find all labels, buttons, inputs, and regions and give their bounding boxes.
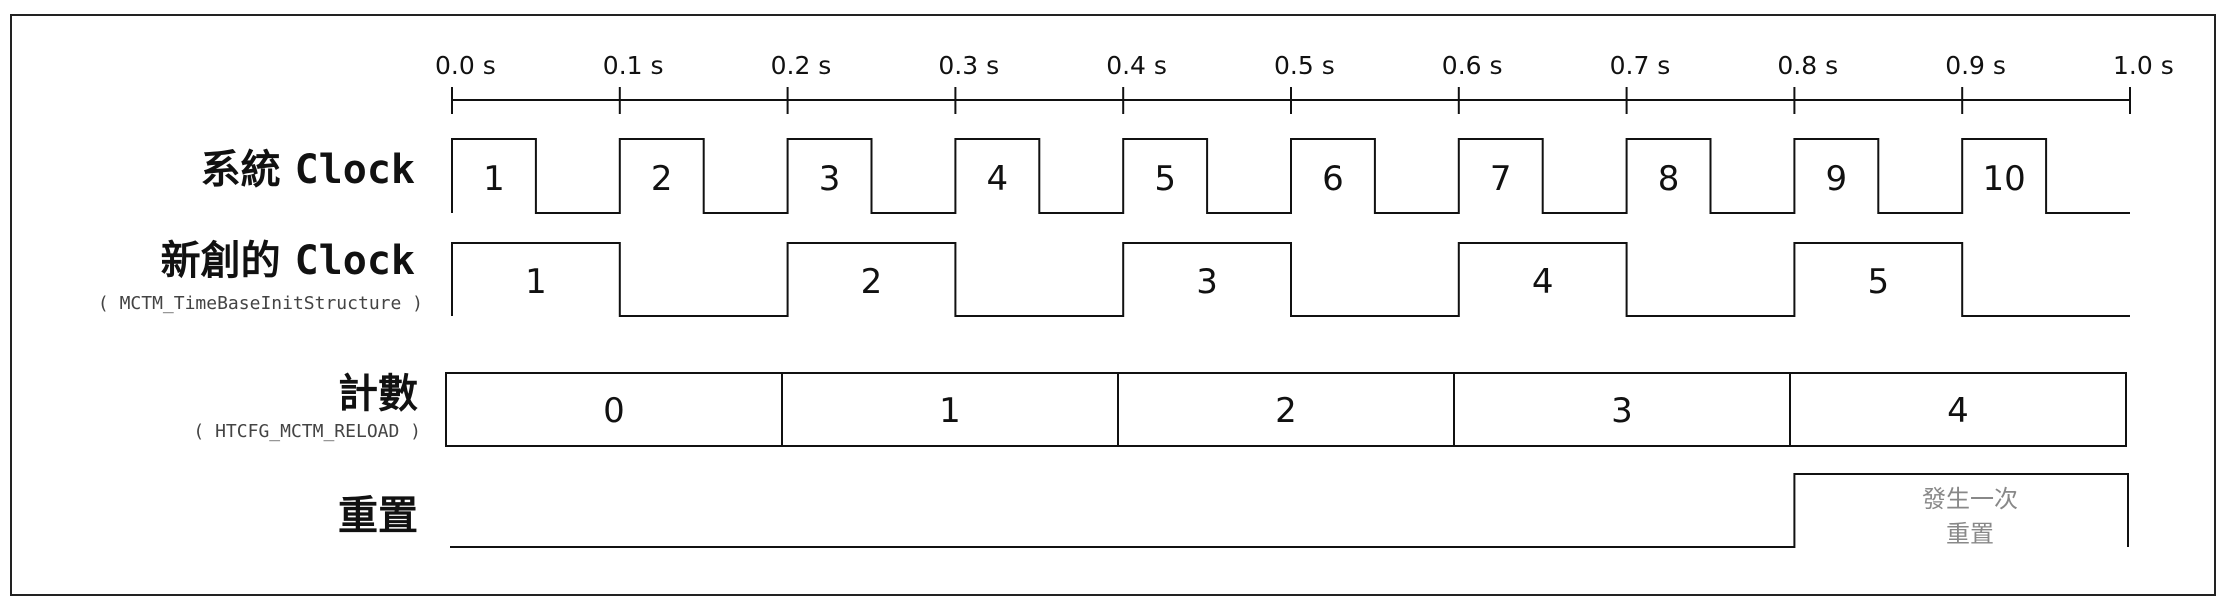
counter-sublabel: ( HTCFG_MCTM_RELOAD ) xyxy=(193,421,421,442)
new-clock-pulse-labels: 1 2 3 4 5 xyxy=(525,262,1889,302)
new-clock-sublabel: ( MCTM_TimeBaseInitStructure ) xyxy=(98,293,423,314)
system-clock-waveform xyxy=(451,138,2130,214)
reset-note-line1: 發生一次 xyxy=(1922,485,2018,513)
counter-segment-value: 1 xyxy=(939,391,961,431)
reset-note-line2: 重置 xyxy=(1946,520,1994,548)
counter-signal: 計數 ( HTCFG_MCTM_RELOAD ) 0 1 2 3 4 xyxy=(193,371,2127,447)
new-clock-pulse-label: 1 xyxy=(525,262,547,302)
system-clock-pulse-label: 9 xyxy=(1826,159,1848,199)
tick-label: 0.1 s xyxy=(603,51,664,80)
counter-segment-value: 4 xyxy=(1947,391,1969,431)
tick-label: 0.8 s xyxy=(1777,51,1838,80)
new-clock-pulse-label: 3 xyxy=(1196,262,1218,302)
system-clock-pulse-label: 2 xyxy=(651,159,673,199)
system-clock-signal: 系統 Clock 1 2 3 4 5 6 7 8 9 10 xyxy=(201,138,2130,214)
new-clock-signal: 新創的 Clock ( MCTM_TimeBaseInitStructure ) … xyxy=(98,238,2130,317)
counter-segment-value: 0 xyxy=(603,391,625,431)
counter-segment-value: 2 xyxy=(1275,391,1297,431)
new-clock-pulse-label: 2 xyxy=(861,262,883,302)
reset-signal: 重置 發生一次 重置 xyxy=(338,473,2129,548)
new-clock-label-latin: Clock xyxy=(295,238,415,284)
tick-labels: 0.0 s 0.1 s 0.2 s 0.3 s 0.4 s 0.5 s 0.6 s 0.7 s… xyxy=(435,51,2174,80)
new-clock-pulse-label: 5 xyxy=(1867,262,1889,302)
tick-label: 0.2 s xyxy=(771,51,832,80)
reset-waveform xyxy=(450,473,2129,548)
system-clock-pulse-label: 5 xyxy=(1154,159,1176,199)
tick-label: 0.7 s xyxy=(1610,51,1671,80)
new-clock-label-cjk: 新創的 xyxy=(161,238,281,284)
system-clock-pulse-label: 8 xyxy=(1658,159,1680,199)
tick-label: 0.3 s xyxy=(938,51,999,80)
new-clock-label: 新創的 Clock xyxy=(161,238,415,284)
system-clock-pulse-label: 1 xyxy=(483,159,505,199)
system-clock-pulse-label: 4 xyxy=(987,159,1009,199)
system-clock-pulse-labels: 1 2 3 4 5 6 7 8 9 10 xyxy=(483,159,2026,199)
diagram-frame xyxy=(10,14,2216,596)
tick-label: 1.0 s xyxy=(2113,51,2174,80)
tick-label: 0.5 s xyxy=(1274,51,1335,80)
tick-label: 0.0 s xyxy=(435,51,496,80)
counter-segments: 0 1 2 3 4 xyxy=(445,372,2127,447)
system-clock-label: 系統 Clock xyxy=(201,147,415,193)
tick-label: 0.6 s xyxy=(1442,51,1503,80)
system-clock-pulse-label: 7 xyxy=(1490,159,1512,199)
system-clock-pulse-label: 10 xyxy=(1983,159,2026,199)
new-clock-waveform xyxy=(451,242,2130,317)
counter-segment xyxy=(1789,372,2127,447)
tick-label: 0.9 s xyxy=(1945,51,2006,80)
system-clock-pulse-label: 6 xyxy=(1322,159,1344,199)
time-axis: 0.0 s 0.1 s 0.2 s 0.3 s 0.4 s 0.5 s 0.6 s 0.7 s… xyxy=(435,51,2174,114)
system-clock-label-cjk: 系統 xyxy=(201,147,281,193)
system-clock-label-latin: Clock xyxy=(295,147,415,193)
tick-marks xyxy=(451,87,2131,114)
system-clock-pulse-label: 3 xyxy=(819,159,841,199)
counter-segment-value: 3 xyxy=(1611,391,1633,431)
tick-label: 0.4 s xyxy=(1106,51,1167,80)
reset-label: 重置 xyxy=(338,493,418,539)
counter-label: 計數 xyxy=(338,371,418,417)
new-clock-pulse-label: 4 xyxy=(1532,262,1554,302)
